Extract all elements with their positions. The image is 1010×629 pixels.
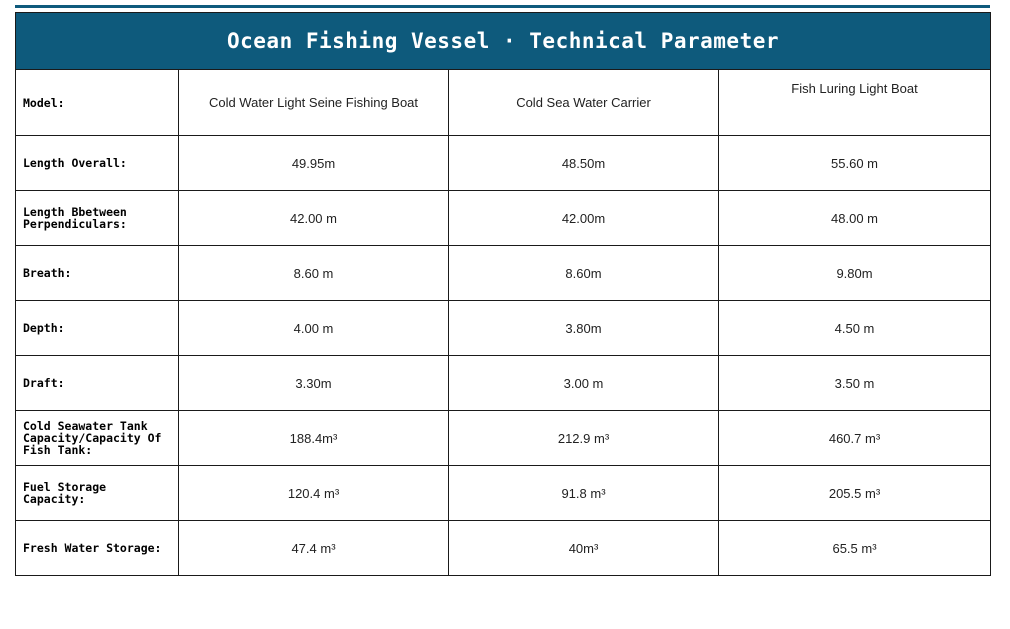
row-depth: Depth: 4.00 m 3.80m 4.50 m	[15, 300, 992, 356]
value-cell: 49.95m	[178, 135, 449, 191]
row-fuel-storage: Fuel Storage Capacity: 120.4 m³ 91.8 m³ …	[15, 465, 992, 521]
row-label: Length Bbetween Perpendiculars:	[15, 190, 179, 246]
value-cell: 42.00 m	[178, 190, 449, 246]
row-length-perpendiculars: Length Bbetween Perpendiculars: 42.00 m …	[15, 190, 992, 246]
value-cell: 120.4 m³	[178, 465, 449, 521]
row-label: Length Overall:	[15, 135, 179, 191]
row-label: Model:	[15, 69, 179, 136]
top-rule	[15, 5, 990, 8]
row-label: Draft:	[15, 355, 179, 411]
value-cell: 3.00 m	[448, 355, 719, 411]
value-cell: 48.00 m	[717, 190, 992, 246]
row-tank-capacity: Cold Seawater Tank Capacity/Capacity Of …	[15, 410, 992, 466]
value-cell: 212.9 m³	[448, 410, 719, 466]
value-cell: 47.4 m³	[178, 520, 449, 576]
title-row: Ocean Fishing Vessel · Technical Paramet…	[14, 12, 992, 70]
value-cell: 460.7 m³	[717, 410, 992, 466]
row-label: Fresh Water Storage:	[15, 520, 179, 576]
row-model: Model: Cold Water Light Seine Fishing Bo…	[15, 69, 992, 136]
spec-table-container: Ocean Fishing Vessel · Technical Paramet…	[14, 12, 992, 576]
value-cell: 55.60 m	[717, 135, 992, 191]
value-cell: 40m³	[448, 520, 719, 576]
value-cell: 4.50 m	[717, 300, 992, 356]
value-cell: 8.60 m	[178, 245, 449, 301]
model-cell: Fish Luring Light Boat	[717, 69, 992, 136]
value-cell: 205.5 m³	[717, 465, 992, 521]
value-cell: 3.50 m	[717, 355, 992, 411]
value-cell: 188.4m³	[178, 410, 449, 466]
value-cell: 65.5 m³	[717, 520, 992, 576]
row-draft: Draft: 3.30m 3.00 m 3.50 m	[15, 355, 992, 411]
value-cell: 9.80m	[717, 245, 992, 301]
model-cell: Cold Water Light Seine Fishing Boat	[178, 69, 449, 136]
value-cell: 91.8 m³	[448, 465, 719, 521]
table-title: Ocean Fishing Vessel · Technical Paramet…	[14, 12, 992, 70]
value-cell: 3.80m	[448, 300, 719, 356]
value-cell: 8.60m	[448, 245, 719, 301]
row-label: Cold Seawater Tank Capacity/Capacity Of …	[15, 410, 179, 466]
row-fresh-water: Fresh Water Storage: 47.4 m³ 40m³ 65.5 m…	[15, 520, 992, 576]
value-cell: 4.00 m	[178, 300, 449, 356]
row-breath: Breath: 8.60 m 8.60m 9.80m	[15, 245, 992, 301]
row-label: Fuel Storage Capacity:	[15, 465, 179, 521]
row-length-overall: Length Overall: 49.95m 48.50m 55.60 m	[15, 135, 992, 191]
value-cell: 42.00m	[448, 190, 719, 246]
row-label: Breath:	[15, 245, 179, 301]
model-cell: Cold Sea Water Carrier	[448, 69, 719, 136]
value-cell: 3.30m	[178, 355, 449, 411]
row-label: Depth:	[15, 300, 179, 356]
value-cell: 48.50m	[448, 135, 719, 191]
spec-table: Ocean Fishing Vessel · Technical Paramet…	[14, 12, 992, 576]
